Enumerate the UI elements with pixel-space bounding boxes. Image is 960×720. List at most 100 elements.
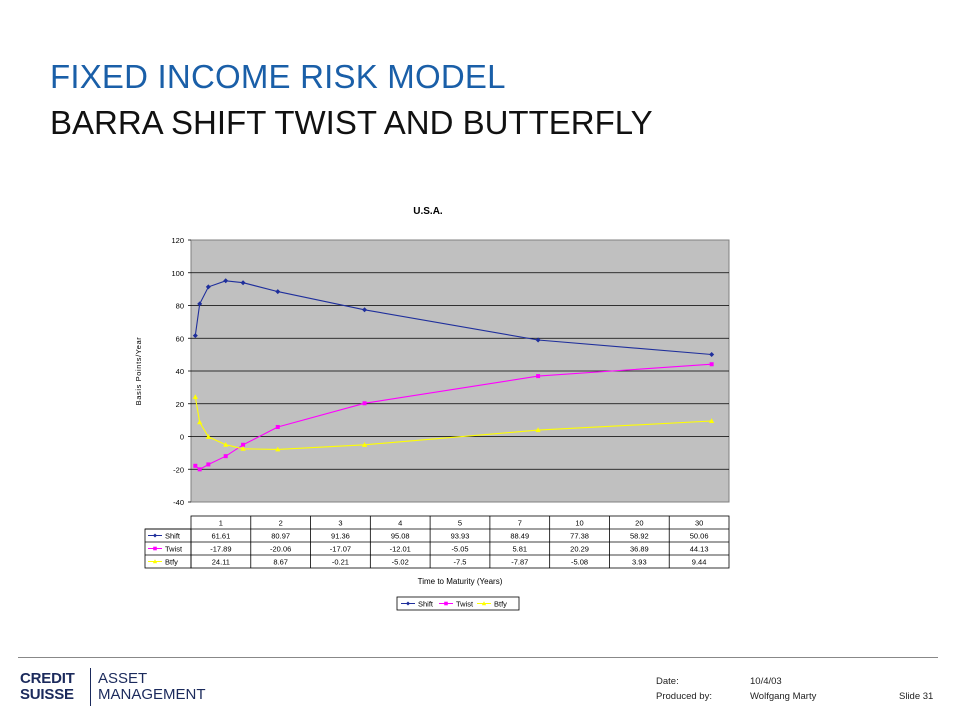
footer-divider	[18, 657, 938, 658]
produced-by-label: Produced by:	[656, 691, 712, 702]
y-tick-label: 40	[176, 367, 184, 376]
y-axis-label: Basis Points/Year	[134, 337, 143, 406]
point-shift	[709, 352, 715, 358]
table-cell: 93.93	[451, 532, 470, 541]
point-shift	[205, 284, 211, 290]
table-cell: -17.89	[210, 545, 231, 554]
y-tick-label: 120	[171, 236, 184, 245]
point-btfy	[205, 434, 211, 439]
logo-division-line1: ASSET	[98, 670, 148, 687]
company-logo: CREDIT SUISSE ASSET MANAGEMENT	[20, 668, 220, 708]
table-cell: 24.11	[212, 558, 230, 567]
legend-marker	[444, 601, 448, 606]
point-shift	[275, 289, 281, 295]
point-btfy	[709, 418, 715, 424]
slide-number: Slide 31	[899, 691, 934, 702]
point-shift	[223, 278, 229, 284]
point-twist	[193, 463, 198, 468]
table-cell: -5.02	[392, 558, 409, 567]
table-key-marker	[153, 533, 157, 538]
point-twist	[197, 467, 202, 472]
table-cell: 50.06	[690, 532, 709, 541]
logo-division-line2: MANAGEMENT	[98, 686, 206, 703]
table-cell: 20.29	[570, 545, 589, 554]
x-category-label: 2	[279, 519, 283, 528]
table-cell: 44.13	[690, 545, 709, 554]
table-cell: 36.89	[630, 545, 649, 554]
legend-marker	[481, 601, 487, 606]
point-twist	[709, 362, 714, 367]
table-row-label: Btfy	[165, 558, 178, 567]
point-btfy	[192, 394, 198, 400]
point-shift	[240, 280, 246, 286]
legend-label-btfy: Btfy	[494, 599, 507, 608]
point-shift	[535, 337, 541, 343]
table-cell: -0.21	[332, 558, 349, 567]
table-cell: 58.92	[630, 532, 649, 541]
table-row-label: Twist	[165, 545, 183, 554]
x-category-label: 4	[398, 519, 402, 528]
slide-title: FIXED INCOME RISK MODEL	[50, 58, 506, 95]
logo-brand: CREDIT SUISSE	[20, 671, 75, 703]
table-cell: -5.05	[451, 545, 468, 554]
table-cell: -7.5	[454, 558, 467, 567]
point-btfy	[240, 445, 246, 451]
point-btfy	[535, 427, 541, 433]
legend-label-shift: Shift	[418, 599, 434, 608]
table-cell: 8.67	[273, 558, 288, 567]
x-category-label: 7	[518, 519, 522, 528]
produced-by-value: Wolfgang Marty	[750, 691, 817, 702]
table-key-marker	[153, 546, 157, 551]
x-axis-label: Time to Maturity (Years)	[418, 577, 503, 586]
x-category-label: 10	[575, 519, 583, 528]
point-twist	[536, 374, 541, 379]
point-twist	[275, 424, 280, 429]
point-twist	[223, 454, 228, 459]
point-btfy	[223, 441, 229, 447]
date-value: 10/4/03	[750, 676, 782, 687]
chart-title: U.S.A.	[413, 206, 443, 217]
table-cell: -20.06	[270, 545, 291, 554]
table-cell: 77.38	[570, 532, 589, 541]
y-tick-label: 60	[176, 334, 184, 343]
x-category-label: 3	[338, 519, 342, 528]
table-cell: 91.36	[331, 532, 350, 541]
logo-brand-line1: CREDIT	[20, 670, 75, 687]
table-cell: -12.01	[390, 545, 411, 554]
point-shift	[192, 333, 198, 339]
point-btfy	[197, 419, 203, 425]
y-tick-label: 0	[180, 433, 184, 442]
point-twist	[206, 462, 211, 467]
table-cell: 88.49	[510, 532, 529, 541]
point-twist	[362, 401, 367, 406]
point-shift	[197, 301, 203, 307]
table-cell: 61.61	[211, 532, 230, 541]
logo-division: ASSET MANAGEMENT	[98, 671, 206, 703]
table-key-marker	[152, 559, 158, 564]
y-tick-label: 100	[171, 269, 184, 278]
x-category-label: 30	[695, 519, 703, 528]
x-category-label: 1	[219, 519, 223, 528]
table-cell: 95.08	[391, 532, 410, 541]
point-btfy	[275, 446, 281, 452]
slide-subtitle: BARRA SHIFT TWIST AND BUTTERFLY	[50, 104, 653, 141]
logo-brand-line2: SUISSE	[20, 686, 74, 703]
table-cell: -5.08	[571, 558, 588, 567]
table-cell: 80.97	[271, 532, 290, 541]
table-cell: -17.07	[330, 545, 351, 554]
y-tick-label: 20	[176, 400, 184, 409]
point-btfy	[361, 442, 368, 447]
table-cell: 3.93	[632, 558, 647, 567]
table-row-label: Shift	[165, 532, 181, 541]
table-cell: 9.44	[692, 558, 707, 567]
y-tick-label: -20	[173, 465, 184, 474]
legend-box	[396, 596, 520, 611]
logo-separator	[90, 668, 91, 706]
legend-label-twist: Twist	[456, 599, 474, 608]
point-twist	[241, 442, 246, 447]
legend-marker	[406, 601, 410, 606]
table-cell: -7.87	[511, 558, 528, 567]
point-shift	[362, 307, 368, 313]
x-category-label: 5	[458, 519, 462, 528]
